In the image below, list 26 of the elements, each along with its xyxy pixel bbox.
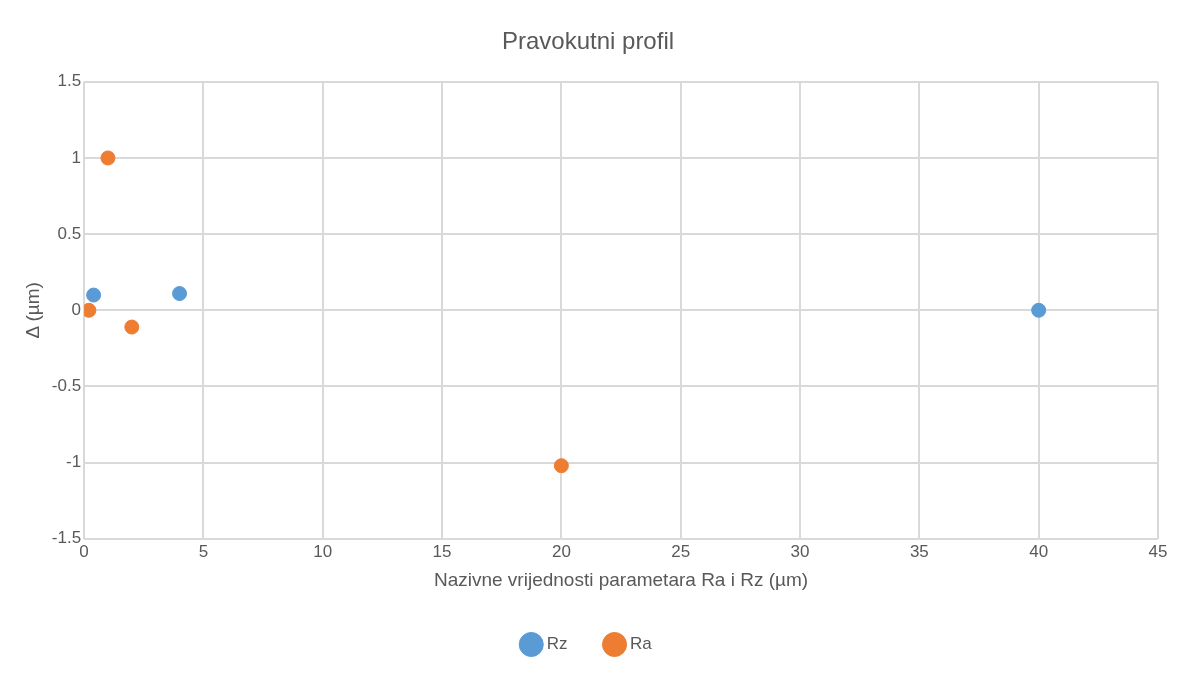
legend-label: Rz bbox=[546, 634, 568, 654]
y-tick-label: -1 bbox=[65, 452, 82, 472]
point bbox=[553, 458, 569, 474]
y-tick-label: 0 bbox=[71, 299, 82, 319]
y-axis-title: Δ (µm) bbox=[21, 282, 43, 339]
point bbox=[124, 319, 140, 335]
point bbox=[172, 286, 188, 302]
point bbox=[86, 287, 102, 303]
point bbox=[1031, 302, 1047, 318]
x-tick-label: 25 bbox=[671, 541, 691, 561]
y-tick-label: 0.5 bbox=[57, 223, 82, 243]
x-axis-title: Nazivne vrijednosti parametara Ra i Rz (µm) bbox=[433, 568, 809, 590]
y-tick-label: 1.5 bbox=[57, 71, 82, 91]
x-tick-label: 35 bbox=[909, 541, 929, 561]
y-tick-label: -0.5 bbox=[51, 376, 82, 396]
point bbox=[100, 150, 116, 166]
x-tick-label: 15 bbox=[432, 541, 452, 561]
chart-title: Pravokutni profil bbox=[501, 27, 675, 55]
x-tick-label: 45 bbox=[1148, 541, 1168, 561]
x-tick-label: 20 bbox=[551, 541, 571, 561]
x-tick-label: 30 bbox=[790, 541, 810, 561]
y-tick-label: 1 bbox=[71, 147, 82, 167]
legend-label: Ra bbox=[630, 634, 653, 654]
x-tick-label: 40 bbox=[1029, 541, 1049, 561]
x-tick-label: 10 bbox=[313, 541, 333, 561]
x-tick-label: 5 bbox=[198, 541, 209, 561]
